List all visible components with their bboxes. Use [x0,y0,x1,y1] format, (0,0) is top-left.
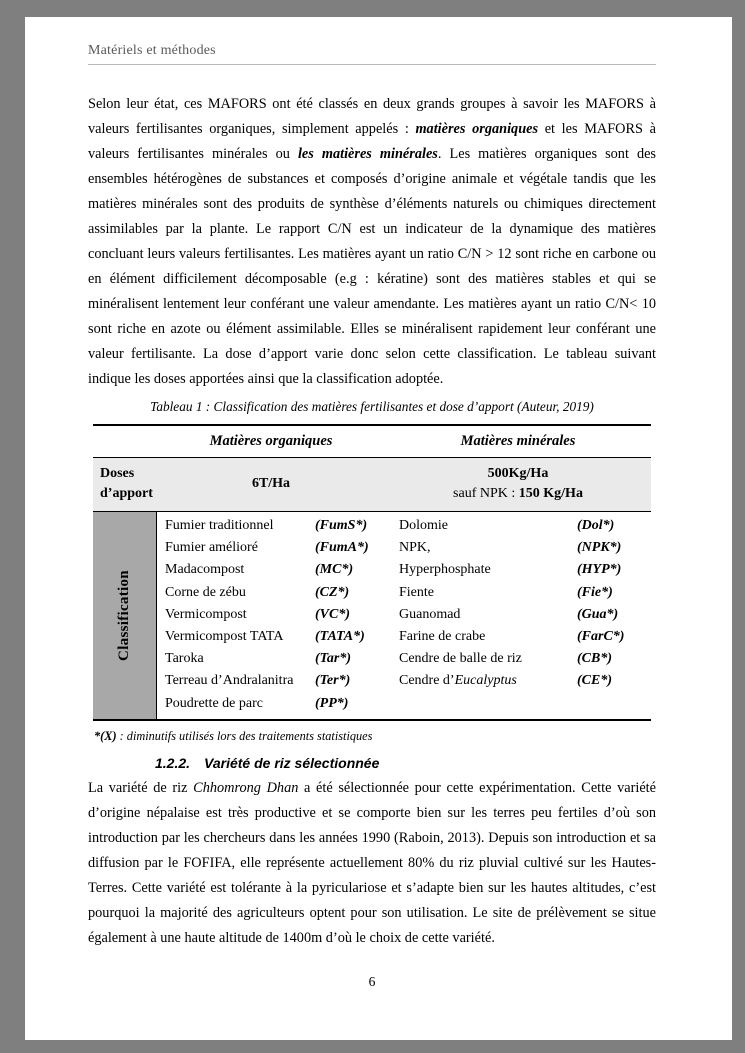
footnote-marker: *(X) [94,728,117,743]
doses-label-line1: Doses [100,466,135,481]
table-row: Vermicompost (VC*) Guanomad (Gua*) [157,604,651,626]
mineral-dose-line2: sauf NPK : 150 Kg/Ha [385,484,651,504]
organic-name: Poudrette de parc [165,695,263,711]
section-number: 1.2.2. [155,754,191,771]
mineral-dose-line1: 500Kg/Ha [487,466,549,481]
page-number: 6 [368,973,376,989]
mineral-group-header: Matières minérales [460,433,576,449]
paragraph-1-text-3: . Les matières organiques sont des ensem… [88,146,656,387]
mineral-abbr: (CE*) [577,673,612,689]
table-row: Taroka (Tar*) Cendre de balle de riz (CB*) [157,648,651,670]
organic-dose-value: 6T/Ha [251,476,291,491]
organic-name: Corne de zébu [165,584,246,600]
paragraph-1: Selon leur état, ces MAFORS ont été clas… [88,92,656,392]
mineral-name: Hyperphosphate [399,562,491,578]
mineral-name: Cendre de balle de riz [399,651,522,667]
table-caption: Tableau 1 : Classification des matières … [150,399,594,414]
organic-abbr: (MC*) [315,562,354,578]
mineral-abbr: (HYP*) [577,562,622,578]
organic-abbr: (PP*) [315,695,349,711]
paragraph-1-text-2: et les MAFORS à valeurs fertilisantes mi… [88,121,656,162]
doses-label-line2: d’apport [100,486,153,501]
organic-name: Vermicompost [165,606,247,622]
mineral-abbr: (FarC*) [577,628,625,644]
table-row: Terreau d’Andralanitra (Ter*) Cendre d’Euc… [157,670,651,692]
table-row: Vermicompost TATA (TATA*) Farine de crabe (… [157,626,651,648]
table-row: Fumier traditionnel (FumS*) Dolomie (Dol*) [157,515,651,537]
classification-header-cell: Classification [93,512,157,719]
doses-row: Doses d’apport 6T/Ha 500Kg/Ha sauf NPK :… [93,458,651,512]
organic-abbr: (TATA*) [315,628,365,644]
organic-abbr: (Ter*) [315,673,351,689]
paragraph-1-text: Selon leur état, ces MAFORS ont été clas… [88,96,656,137]
classification-block: Classification Fumier traditionnel (FumS*… [93,512,651,719]
section-heading: 1.2.2. Variété de riz sélectionnée [88,755,656,771]
mineral-abbr: (Dol*) [577,518,615,533]
paragraph-2: La variété de riz Chhomrong Dhan a été s… [88,776,656,951]
table-row: Corne de zébu (CZ*) Fiente (Fie*) [157,582,651,604]
organic-name: Fumier amélioré [165,540,258,556]
mineral-name: Fiente [399,584,434,600]
mineral-abbr: (NPK*) [577,540,622,556]
paragraph-2-text-2: a été sélectionnée pour cette expériment… [88,779,657,946]
organic-abbr: (Tar*) [315,651,352,667]
mineral-name: NPK, [399,540,431,556]
organic-name: Terreau d’Andralanitra [165,673,294,689]
organic-name: Vermicompost TATA [165,628,284,644]
organic-abbr: (FumS*) [315,518,368,533]
classification-rows: Fumier traditionnel (FumS*) Dolomie (Dol*) F… [157,512,651,719]
organic-abbr: (FumA*) [315,540,369,556]
table-group-header-row: Matières organiques Matières minérales [93,426,651,458]
doses-label: Doses d’apport [93,464,157,504]
paragraph-1-emphasis-1: matières organiques [415,121,539,137]
table-row: Fumier amélioré (FumA*) NPK, (NPK*) [157,537,651,559]
mineral-abbr: (CB*) [577,651,612,667]
mineral-abbr: (Gua*) [577,606,619,622]
running-header-title: Matériels et méthodes [88,43,216,58]
organic-abbr: (VC*) [315,606,350,622]
section-title: Variété de riz sélectionnée [204,754,380,771]
mineral-dose-value: 500Kg/Ha sauf NPK : 150 Kg/Ha [385,464,651,504]
table-row: Madacompost (MC*) Hyperphosphate (HYP*) [157,559,651,581]
paragraph-2-text: La variété de riz [88,779,194,796]
mineral-abbr: (Fie*) [577,584,613,600]
table-row: Poudrette de parc (PP*) [157,693,651,715]
organic-name: Taroka [165,651,204,667]
mineral-name [399,693,577,715]
mineral-name: Guanomad [399,606,461,622]
paragraph-2-variety-name: Chhomrong Dhan [193,779,299,796]
mineral-name-italic: Eucalyptus [454,673,517,689]
mineral-dose-exception-value: 150 Kg/Ha [518,486,583,501]
organic-abbr: (CZ*) [315,584,350,600]
organic-name: Fumier traditionnel [165,518,274,533]
running-header: Matériels et méthodes [88,43,656,65]
organic-name: Madacompost [165,562,245,578]
mineral-abbr [577,693,651,715]
classification-label: Classification [116,569,132,661]
mineral-name: Farine de crabe [399,628,486,644]
mineral-dose-exception-prefix: sauf NPK : [453,486,519,501]
classification-table: Matières organiques Matières minérales D… [93,424,651,721]
organic-group-header: Matières organiques [209,433,333,449]
mineral-name: Cendre d’Eucalyptus [399,673,517,689]
table-footnote: *(X) : diminutifs utilisés lors des trai… [94,729,656,744]
paragraph-1-emphasis-2: les matières minérales [297,146,438,162]
footnote-text: : diminutifs utilisés lors des traitemen… [116,728,373,743]
mineral-name: Dolomie [399,518,448,533]
document-page: Matériels et méthodes Selon leur état, c… [25,17,732,1040]
